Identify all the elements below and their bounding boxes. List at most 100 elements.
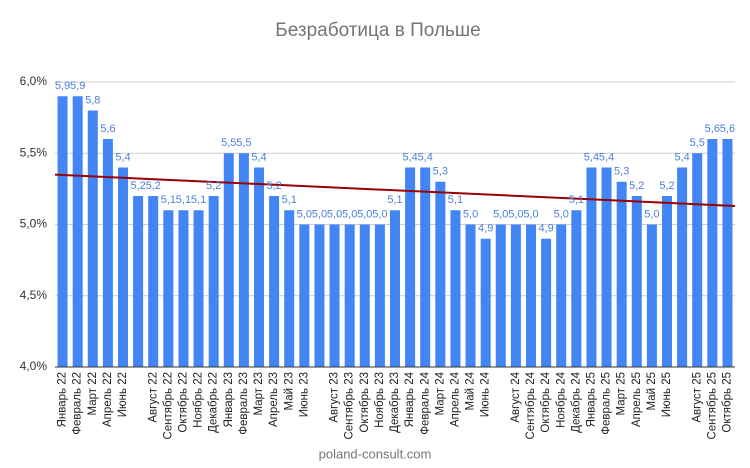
- x-tick-label: Декабрь 23: [389, 372, 401, 433]
- x-tick-label: Март 25: [616, 372, 628, 416]
- chart-title: Безработица в Польше: [275, 20, 481, 41]
- bar: [631, 196, 642, 367]
- bar: [692, 153, 703, 367]
- data-label: 5,0: [463, 208, 478, 220]
- x-tick-label: Апрель 24: [449, 371, 461, 427]
- x-tick-label: Декабрь 24: [570, 371, 582, 432]
- data-label: 5,1: [387, 194, 402, 206]
- data-label: 4,9: [478, 223, 493, 235]
- x-tick-label: Февраль 22: [72, 372, 84, 435]
- bar: [707, 139, 718, 367]
- data-label: 5,4: [115, 151, 130, 163]
- bar: [57, 96, 68, 367]
- bar: [586, 167, 597, 367]
- data-label: 5,5: [236, 137, 251, 149]
- x-tick-label: Январь 25: [585, 372, 597, 427]
- bar: [269, 196, 280, 367]
- bar: [571, 210, 582, 367]
- data-label: 5,4: [418, 151, 433, 163]
- bar: [329, 224, 340, 367]
- data-label: 5,2: [146, 180, 161, 192]
- x-tick-label: Август 22: [147, 372, 159, 423]
- x-tick-label: Май 25: [646, 372, 658, 411]
- bar: [541, 238, 552, 367]
- bar: [359, 224, 370, 367]
- bar: [677, 167, 688, 367]
- data-label: 5,4: [402, 151, 417, 163]
- bar: [344, 224, 355, 367]
- data-label: 5,1: [176, 194, 191, 206]
- bar: [480, 238, 491, 367]
- bar: [72, 96, 83, 367]
- data-label: 5,0: [357, 208, 372, 220]
- bar: [284, 210, 295, 367]
- x-tick-label: Апрель 25: [631, 372, 643, 427]
- x-tick-label: Сентябрь 25: [706, 372, 718, 440]
- data-label: 5,4: [674, 151, 689, 163]
- x-tick-label: Сентябрь 24: [525, 371, 537, 439]
- x-tick-label: Июнь 24: [480, 371, 492, 417]
- bar: [133, 196, 144, 367]
- data-label: 5,9: [70, 80, 85, 92]
- data-label: 5,0: [297, 208, 312, 220]
- bar: [722, 139, 733, 367]
- bar: [238, 153, 249, 367]
- x-tick-label: Февраль 24: [419, 371, 431, 434]
- bar: [435, 181, 446, 367]
- bar: [646, 224, 657, 367]
- bar: [510, 224, 521, 367]
- x-tick-label: Март 23: [253, 372, 265, 416]
- x-tick-label: Август 23: [329, 372, 341, 423]
- data-label: 5,3: [614, 166, 629, 178]
- data-label: 5,8: [85, 94, 100, 106]
- bar: [495, 224, 506, 367]
- data-label: 5,0: [554, 208, 569, 220]
- y-tick-label: 4,5%: [20, 288, 48, 302]
- data-label: 5,0: [312, 208, 327, 220]
- data-label: 5,0: [523, 208, 538, 220]
- x-tick-label: Январь 23: [223, 372, 235, 427]
- bar: [163, 210, 174, 367]
- x-tick-label: Июнь 23: [298, 372, 310, 417]
- bar: [465, 224, 476, 367]
- data-label: 5,0: [493, 208, 508, 220]
- x-tick-label: Январь 24: [404, 371, 416, 427]
- x-tick-label: Июнь 25: [661, 372, 673, 417]
- data-label: 5,6: [100, 123, 115, 135]
- data-label: 5,2: [629, 180, 644, 192]
- bar: [118, 167, 128, 367]
- bar: [178, 210, 189, 367]
- data-label: 5,3: [433, 166, 448, 178]
- bar: [223, 153, 234, 367]
- data-label: 5,4: [251, 151, 266, 163]
- x-tick-label: Октябрь 24: [540, 371, 552, 432]
- x-tick-label: Октябрь 23: [359, 372, 371, 433]
- x-tick-label: Февраль 25: [601, 372, 613, 435]
- x-tick-label: Ноябрь 23: [374, 372, 386, 428]
- x-tick-label: Февраль 23: [238, 372, 250, 435]
- x-tick-label: Сентябрь 22: [162, 372, 174, 440]
- bar: [102, 139, 113, 367]
- data-label: 5,2: [266, 180, 281, 192]
- data-label: 5,0: [342, 208, 357, 220]
- x-tick-label: Апрель 22: [102, 372, 114, 427]
- data-label: 5,0: [372, 208, 387, 220]
- data-label: 5,1: [191, 194, 206, 206]
- x-tick-label: Январь 22: [57, 372, 69, 427]
- bar: [193, 210, 204, 367]
- data-label: 5,0: [508, 208, 523, 220]
- bar: [616, 181, 627, 367]
- data-label: 5,1: [282, 194, 297, 206]
- y-tick-label: 5,5%: [20, 145, 48, 159]
- bar: [556, 224, 567, 367]
- trendline: [54, 173, 736, 207]
- bar: [420, 167, 431, 367]
- bar: [87, 110, 98, 367]
- data-label: 5,2: [659, 180, 674, 192]
- x-tick-label: Май 23: [283, 372, 295, 411]
- y-tick-label: 4,0%: [20, 359, 48, 373]
- x-tick-label: Июнь 22: [117, 372, 129, 417]
- x-tick-label: Апрель 23: [268, 372, 280, 427]
- x-tick-label: Май 24: [465, 371, 477, 410]
- footer: poland-consult.com: [319, 446, 432, 461]
